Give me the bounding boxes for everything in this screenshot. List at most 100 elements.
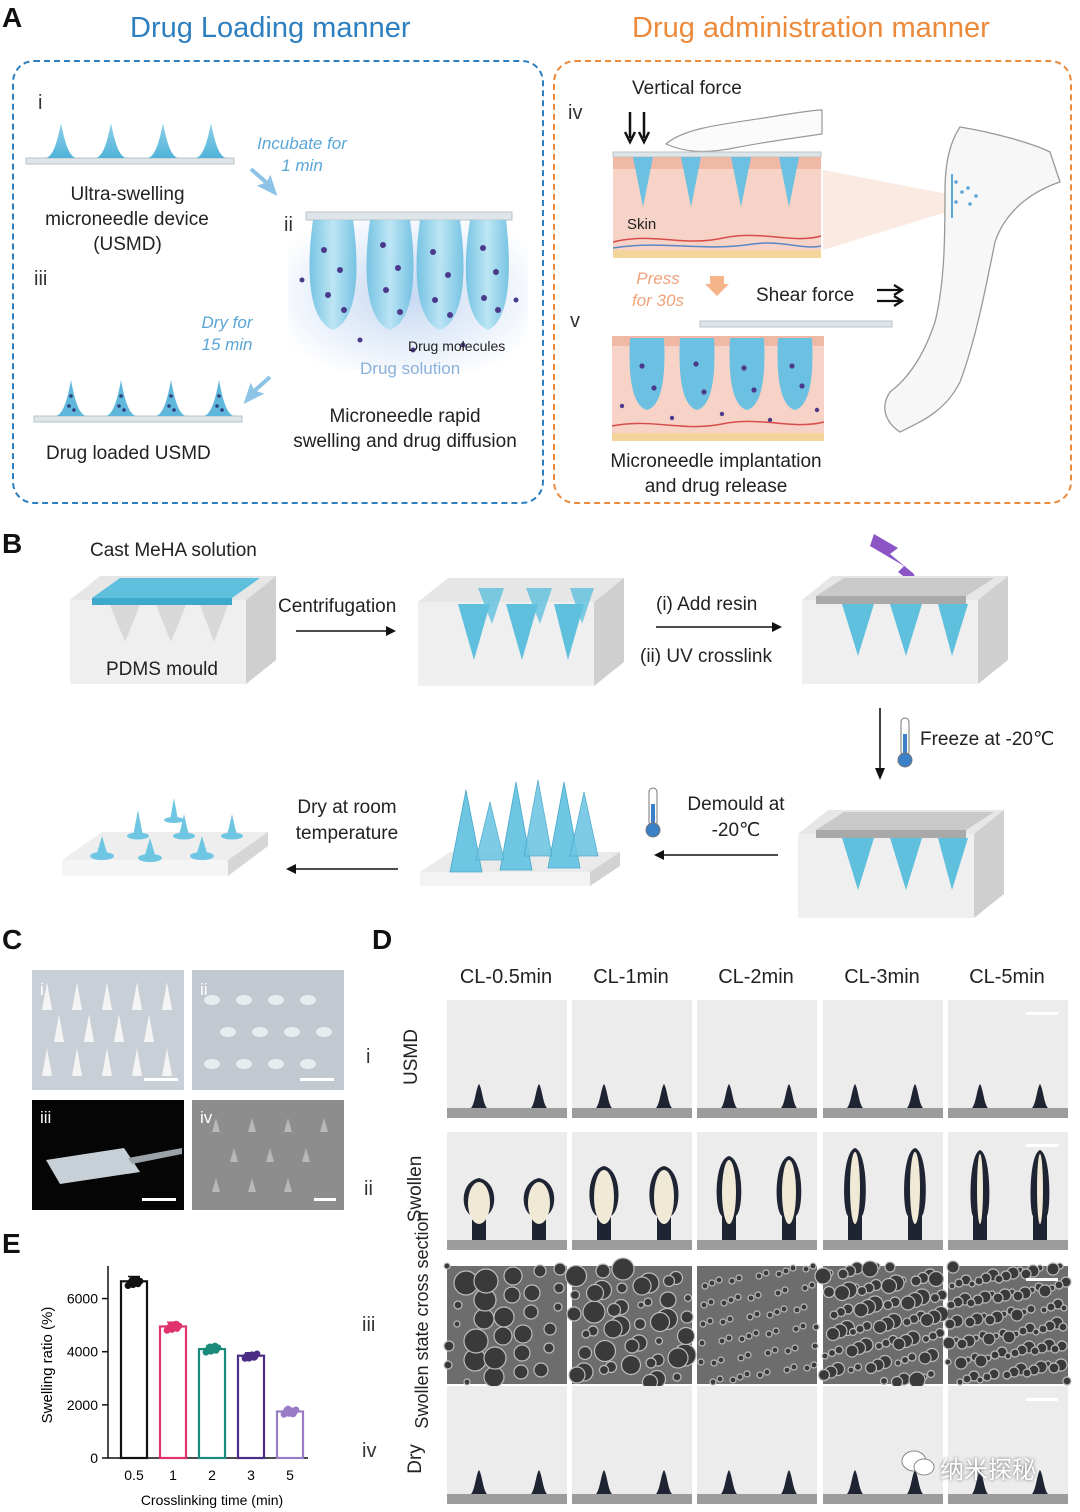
press-arrow [705, 276, 729, 296]
photo-c-iv [192, 1100, 344, 1210]
data-point-2-7 [211, 1342, 219, 1350]
rapid-swelling-line1: Microneedle rapid [329, 406, 481, 427]
dry-arrow [243, 375, 272, 404]
image-r2-c2 [572, 1132, 692, 1250]
panel-letter-e: E [2, 1228, 21, 1259]
photo-c-ii [192, 970, 344, 1090]
step-v: v [570, 310, 580, 332]
row-roman-i: i [366, 1046, 371, 1068]
data-point-0-7 [133, 1276, 141, 1283]
image-r2-c1 [447, 1132, 567, 1250]
y-tick-label-1: 2000 [67, 1397, 98, 1413]
image-r1-c4 [823, 1000, 943, 1118]
drug-molecules-label: Drug molecules [408, 338, 506, 354]
image-r3-c2 [564, 1257, 697, 1391]
bar-4 [275, 1410, 305, 1460]
bar-0 [119, 1280, 149, 1460]
data-point-3-7 [250, 1353, 258, 1361]
scale-bar-c-iii [142, 1198, 176, 1201]
image-r4-c4 [823, 1386, 943, 1504]
implantation-line2: and drug release [644, 476, 788, 497]
demould-line1: Demould at [687, 794, 785, 815]
image-r2-c5 [948, 1132, 1068, 1250]
y-tick-label-2: 4000 [67, 1344, 98, 1360]
image-r3-c4 [814, 1260, 950, 1389]
dry-label-line2: 15 min [201, 335, 253, 354]
thermometer-icon [897, 717, 913, 768]
vertical-force-arrows [623, 112, 651, 145]
thermometer-icon-2 [645, 787, 661, 838]
demoulded-needles-step5 [420, 779, 620, 886]
col-head-0: CL-0.5min [459, 966, 553, 988]
image-r1-c3 [697, 1000, 817, 1118]
arrow-resin [656, 622, 782, 632]
watermark: 纳米探秘 [940, 1457, 1036, 1484]
usmd-label-line1: Ultra-swelling [70, 184, 185, 205]
skin-drawing-v [611, 336, 825, 441]
shear-force-label: Shear force [756, 285, 855, 306]
usmd-label-line2: microneedle device [45, 209, 209, 230]
data-point-4-7 [289, 1410, 297, 1418]
x-tick-label-1: 1 [169, 1467, 177, 1483]
pdms-mould-label: PDMS mould [106, 659, 218, 680]
col-head-3: CL-3min [844, 966, 920, 988]
col-head-1: CL-1min [593, 966, 669, 988]
image-r2-c4 [823, 1132, 943, 1250]
dry-label-line1: Dry for [201, 313, 253, 332]
vertical-force-label: Vertical force [632, 78, 742, 99]
image-r3-c3 [697, 1262, 820, 1386]
freeze-label: Freeze at -20℃ [920, 729, 1055, 750]
bar-3 [236, 1354, 266, 1460]
x-axis-label: Crosslinking time (min) [141, 1492, 283, 1508]
drug-administration-box [553, 60, 1072, 504]
rapid-swelling-line2: swelling and drug diffusion [293, 431, 517, 452]
drug-loaded-label: Drug loaded USMD [46, 443, 211, 464]
image-r4-c2 [572, 1386, 692, 1504]
image-r1-c5 [948, 1000, 1068, 1118]
scale-bar-c-ii [300, 1078, 334, 1081]
usmd-device-drawing [25, 123, 235, 165]
label-c-iv: iv [200, 1108, 213, 1127]
label-c-ii: ii [200, 980, 208, 999]
mould-centrifuged-step2 [418, 578, 624, 686]
y-tick-label-3: 6000 [67, 1291, 98, 1307]
data-point-1-7 [172, 1320, 180, 1328]
add-resin-label: (i) Add resin [656, 594, 758, 615]
drug-administration-title: Drug administration manner [632, 12, 990, 44]
centrifugation-label: Centrifugation [278, 596, 397, 617]
bar-1 [158, 1325, 188, 1460]
drug-solution-label: Drug solution [360, 359, 461, 378]
col-head-2: CL-2min [718, 966, 794, 988]
shear-force-arrows [877, 284, 905, 307]
arm-drawing [884, 126, 1061, 433]
image-r4-c5 [948, 1386, 1068, 1504]
drug-loading-title: Drug Loading manner [130, 12, 411, 44]
dry-room-line2: temperature [295, 823, 399, 844]
row-roman-iii: iii [362, 1314, 376, 1336]
panel-letter-a: A [2, 2, 23, 33]
bar-2 [197, 1347, 227, 1460]
press-label-line2: for 30s [632, 291, 684, 310]
wechat-icon [901, 1450, 935, 1476]
skin-label: Skin [627, 216, 657, 233]
backing-film [699, 320, 893, 328]
image-r1-c2 [572, 1000, 692, 1118]
dry-room-line1: Dry at room [297, 797, 397, 818]
usmd-label-line3: (USMD) [93, 234, 162, 255]
x-tick-label-4: 5 [286, 1467, 294, 1483]
implantation-line1: Microneedle implantation [610, 451, 822, 472]
step-iii: iii [34, 268, 48, 290]
panel-letter-d: D [372, 924, 393, 955]
scale-bar-c-iv [314, 1198, 336, 1201]
step-iv: iv [568, 102, 583, 124]
row-label-cross-section: Swollen state cross section [412, 1211, 432, 1429]
projection-cone [823, 170, 953, 250]
image-r2-c3 [697, 1132, 817, 1250]
uv-bolt [870, 534, 916, 586]
scale-bar-c-i [144, 1078, 178, 1081]
incubate-label-line2: 1 min [281, 156, 323, 175]
label-c-i: i [40, 980, 44, 999]
pdms-mould-step1 [70, 576, 276, 684]
image-r1-c1 [447, 1000, 567, 1118]
